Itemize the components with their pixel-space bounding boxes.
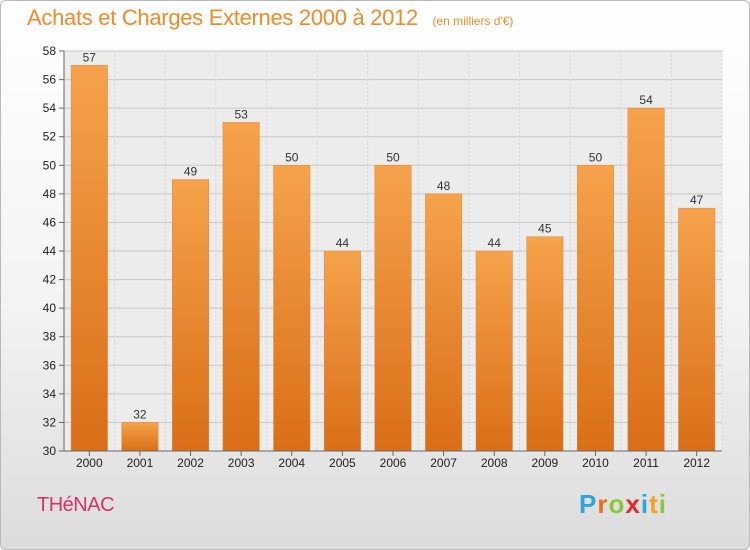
bars: 57 32 49 53 50 44 50 48 44 45 50 54 47 xyxy=(70,50,716,452)
bar-2011 xyxy=(627,107,665,452)
x-tick-label: 2007 xyxy=(430,456,457,470)
bar-2006 xyxy=(374,165,412,452)
bar-2004 xyxy=(273,165,311,452)
y-tick-label: 42 xyxy=(43,273,57,287)
bar-2000 xyxy=(70,65,108,452)
chart-subtitle: (en milliers d'€) xyxy=(432,14,514,28)
chart-title: Achats et Charges Externes 2000 à 2012 xyxy=(27,5,418,30)
x-tick-label: 2005 xyxy=(329,456,356,470)
logo-letter: P xyxy=(579,489,598,519)
bar-2003 xyxy=(222,122,260,452)
y-tick-label: 58 xyxy=(43,44,57,58)
value-label: 47 xyxy=(690,193,704,207)
y-tick-label: 56 xyxy=(43,73,57,87)
chart-title-block: Achats et Charges Externes 2000 à 2012 (… xyxy=(27,5,513,31)
value-label: 57 xyxy=(83,50,97,64)
value-label: 53 xyxy=(234,107,248,121)
value-label: 50 xyxy=(285,150,299,164)
proxiti-logo: Proxiti xyxy=(579,489,667,520)
bar-2007 xyxy=(425,193,463,452)
bar-2008 xyxy=(475,250,513,452)
y-tick-label: 50 xyxy=(43,158,57,172)
logo-letter: i xyxy=(658,489,667,519)
y-tick-label: 54 xyxy=(43,101,57,115)
y-tick-label: 40 xyxy=(43,301,57,315)
x-tick-label: 2003 xyxy=(228,456,255,470)
x-tick-label: 2000 xyxy=(76,456,103,470)
x-tick-label: 2002 xyxy=(177,456,204,470)
x-tick-label: 2008 xyxy=(481,456,508,470)
y-tick-label: 46 xyxy=(43,215,57,229)
axes: 30 32 34 36 38 40 42 44 46 48 50 52 54 56 58 2000 2001 20… xyxy=(43,44,722,470)
logo-letter: t xyxy=(649,489,659,519)
x-tick-label: 2012 xyxy=(683,456,710,470)
logo-letter: i xyxy=(640,489,650,519)
x-tick-label: 2006 xyxy=(380,456,407,470)
x-tick-label: 2010 xyxy=(582,456,609,470)
value-label: 54 xyxy=(639,93,653,107)
x-tick-label: 2001 xyxy=(127,456,154,470)
y-tick-label: 48 xyxy=(43,187,57,201)
value-label: 44 xyxy=(336,236,350,250)
logo-letter: o xyxy=(608,489,626,519)
value-label: 50 xyxy=(589,150,603,164)
x-tick-label: 2011 xyxy=(633,456,659,470)
value-label: 49 xyxy=(184,165,198,179)
value-label: 45 xyxy=(538,222,552,236)
logo-letter: r xyxy=(597,489,609,519)
bar-2005 xyxy=(323,250,361,452)
y-tick-label: 44 xyxy=(43,244,57,258)
y-tick-label: 38 xyxy=(43,330,57,344)
bar-2002 xyxy=(172,179,210,452)
value-label: 32 xyxy=(133,407,147,421)
bar-2009 xyxy=(526,236,564,452)
x-tick-label: 2009 xyxy=(531,456,558,470)
value-label: 44 xyxy=(488,236,502,250)
y-tick-label: 52 xyxy=(43,130,57,144)
y-tick-label: 32 xyxy=(43,415,57,429)
value-label: 48 xyxy=(437,179,451,193)
y-tick-label: 30 xyxy=(43,444,57,458)
bar-2012 xyxy=(678,207,716,452)
place-label: THéNAC xyxy=(37,494,115,516)
y-tick-label: 36 xyxy=(43,358,57,372)
x-tick-label: 2004 xyxy=(278,456,305,470)
bar-2010 xyxy=(576,165,614,452)
y-tick-label: 34 xyxy=(43,387,57,401)
value-label: 50 xyxy=(386,150,400,164)
bar-2001 xyxy=(121,422,159,452)
logo-letter: x xyxy=(625,489,641,519)
